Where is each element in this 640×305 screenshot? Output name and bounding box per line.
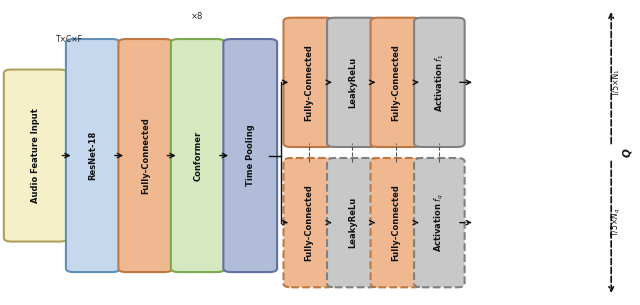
- FancyBboxPatch shape: [284, 18, 334, 147]
- FancyBboxPatch shape: [327, 18, 378, 147]
- Text: Activation $f_q$: Activation $f_q$: [433, 193, 446, 252]
- Text: Fully-Connected: Fully-Connected: [391, 44, 401, 121]
- FancyBboxPatch shape: [414, 18, 465, 147]
- FancyBboxPatch shape: [118, 39, 172, 272]
- Text: Fully-Connected: Fully-Connected: [391, 184, 401, 261]
- Text: Fully-Connected: Fully-Connected: [304, 44, 314, 121]
- FancyBboxPatch shape: [223, 39, 277, 272]
- Text: Q: Q: [622, 148, 632, 157]
- Text: Audio Feature Input: Audio Feature Input: [31, 108, 40, 203]
- Text: Fully-Connected: Fully-Connected: [141, 117, 150, 194]
- FancyBboxPatch shape: [171, 39, 225, 272]
- FancyBboxPatch shape: [371, 18, 421, 147]
- Text: T/5×N₁: T/5×N₁: [612, 69, 621, 96]
- Text: Time Pooling: Time Pooling: [246, 125, 255, 186]
- Text: Fully-Connected: Fully-Connected: [304, 184, 314, 261]
- Text: ResNet-18: ResNet-18: [88, 131, 97, 180]
- Text: Activation $f_1$: Activation $f_1$: [433, 53, 445, 112]
- Text: LeakyReLu: LeakyReLu: [348, 197, 357, 248]
- Text: ×8: ×8: [191, 12, 204, 21]
- FancyBboxPatch shape: [66, 39, 120, 272]
- FancyBboxPatch shape: [327, 158, 378, 287]
- Text: LeakyReLu: LeakyReLu: [348, 57, 357, 108]
- Text: T/5×$N_q$: T/5×$N_q$: [610, 208, 623, 237]
- FancyBboxPatch shape: [414, 158, 465, 287]
- Text: Conformer: Conformer: [193, 131, 202, 181]
- FancyBboxPatch shape: [371, 158, 421, 287]
- FancyBboxPatch shape: [284, 158, 334, 287]
- Text: T×C×F: T×C×F: [56, 35, 83, 44]
- FancyBboxPatch shape: [4, 70, 67, 242]
